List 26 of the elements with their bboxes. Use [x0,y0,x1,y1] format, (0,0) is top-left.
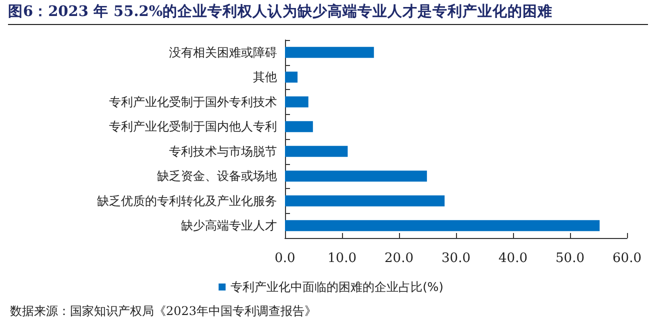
y-tick-label: 缺少高端专业人才 [181,218,277,233]
bar [285,121,313,132]
x-tick-label: 10.0 [328,251,356,266]
bar [285,220,600,232]
x-tick-label: 0.0 [274,251,296,266]
y-tick-label: 专利产业化受制于国外专利技术 [109,94,277,109]
y-tick-label: 没有相关困难或障碍 [169,45,277,60]
y-tick-label: 专利技术与市场脱节 [169,144,277,158]
bar [285,46,374,58]
bar [285,195,445,206]
bar [285,72,298,83]
source-note: 数据来源：国家知识产权局《2023年中国专利调查报告》 [10,303,317,320]
bar [285,146,348,157]
legend-label: 专利产业化中面临的困难的企业占比(%) [230,280,444,294]
x-tick-label: 30.0 [442,251,470,266]
bar [285,170,427,182]
x-tick-label: 60.0 [612,251,642,266]
y-tick-label: 缺乏优质的专利转化及产业化服务 [97,194,277,208]
y-tick-label: 其他 [253,70,277,84]
x-tick-label: 40.0 [498,251,528,266]
x-tick-label: 20.0 [384,251,414,266]
y-tick-label: 专利产业化受制于国内他人专利 [109,120,277,134]
x-tick-label: 50.0 [556,251,584,266]
bar [285,96,308,108]
y-tick-label: 缺乏资金、设备或场地 [157,169,277,184]
chart-title: 图6：2023 年 55.2%的企业专利权人认为缺少高端专业人才是专利产业化的困难 [8,2,648,25]
